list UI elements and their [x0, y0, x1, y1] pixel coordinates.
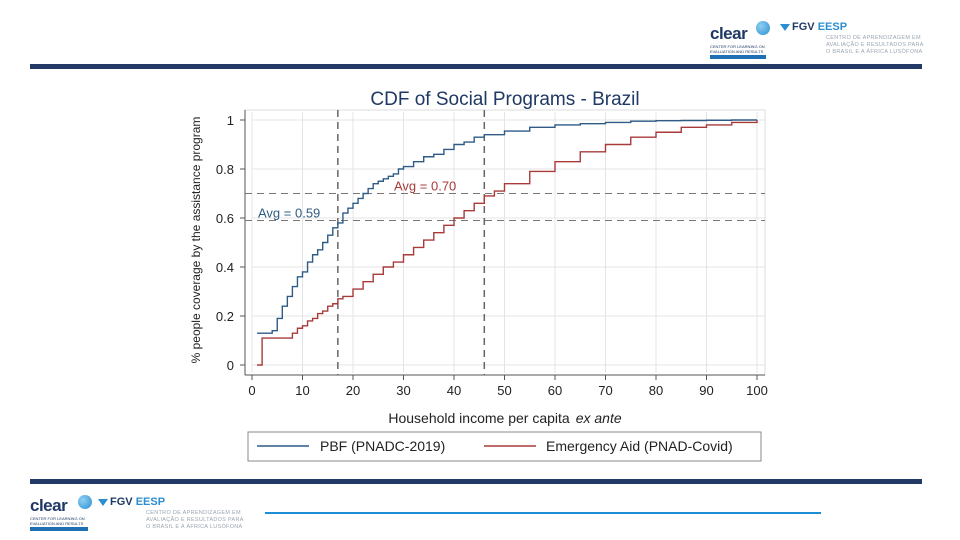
footer-globe-icon: [78, 495, 92, 509]
y-tick-label: 0.8: [216, 162, 234, 177]
x-tick-label: 70: [598, 383, 612, 398]
footer-eesp-text: EESP: [135, 496, 166, 508]
globe-icon: [756, 21, 770, 35]
centro-text: CENTRO DE APRENDIZAGEM EM AVALIAÇÃO E RE…: [826, 35, 924, 56]
footer-centro-line-1: CENTRO DE APRENDIZAGEM EM: [146, 510, 241, 516]
footer-centro-text: CENTRO DE APRENDIZAGEM EM AVALIAÇÃO E RE…: [146, 510, 244, 531]
fgv-eesp-logo: FGV EESP: [792, 21, 847, 33]
grid: [251, 112, 765, 373]
x-tick-label: 30: [396, 383, 410, 398]
x-tick-label: 40: [447, 383, 461, 398]
chart-title: CDF of Social Programs - Brazil: [370, 89, 639, 110]
series: [257, 119, 758, 366]
x-axis-label-italic: ex ante: [576, 410, 622, 426]
x-ticks: 0 10 20 30 40 50 60 70 80 90 100: [245, 374, 768, 398]
centro-line-3: O BRASIL E A ÁFRICA LUSÓFONA: [826, 49, 923, 55]
footer-centro-line-2: AVALIAÇÃO E RESULTADOS PARA: [146, 517, 244, 523]
clear-logo: clear CENTER FOR LEARNING ON EVALUATION …: [710, 24, 766, 59]
x-tick-label: 60: [548, 383, 562, 398]
pbf-series-line: [257, 119, 757, 334]
x-tick-label: 0: [248, 383, 255, 398]
fgv-text: FGV: [792, 21, 815, 33]
footer-accent-line: [265, 512, 821, 514]
y-tick-label: 0: [227, 358, 234, 373]
x-tick-label: 80: [649, 383, 663, 398]
footer-centro-line-3: O BRASIL E A ÁFRICA LUSÓFONA: [146, 524, 243, 530]
eesp-text: EESP: [817, 21, 848, 33]
clear-bar: [710, 55, 766, 59]
clear-logo-word: clear: [710, 24, 748, 43]
reference-labels: Avg = 0.59 Avg = 0.70: [258, 179, 456, 221]
footer-fgv-eesp-logo: FGV EESP: [110, 496, 165, 508]
footer-rule: [30, 479, 922, 484]
x-tick-label: 20: [346, 383, 360, 398]
centro-line-2: AVALIAÇÃO E RESULTADOS PARA: [826, 42, 924, 48]
x-tick-label: 50: [497, 383, 511, 398]
x-axis-label-main: Household income per capita: [388, 410, 570, 426]
footer-fgv-text: FGV: [110, 496, 133, 508]
legend-pbf-label: PBF (PNADC-2019): [320, 438, 445, 454]
y-tick-label: 0.4: [216, 260, 234, 275]
y-tick-label: 1: [227, 113, 234, 128]
header-rule: [30, 64, 922, 69]
y-ticks: 0 0.2 0.4 0.6 0.8 1: [216, 110, 246, 375]
footer-clear-word: clear: [30, 496, 68, 515]
footer-clear-logo: clear CENTER FOR LEARNING ON EVALUATION …: [30, 496, 88, 531]
reference-lines: [245, 110, 765, 375]
footer-fgv-chevron-icon: [98, 499, 108, 506]
centro-line-1: CENTRO DE APRENDIZAGEM EM: [826, 35, 921, 41]
x-axis-label: Household income per capita ex ante: [388, 410, 621, 426]
legend-aid-label: Emergency Aid (PNAD-Covid): [546, 438, 733, 454]
footer-clear-bar: [30, 527, 88, 531]
reference-label: Avg = 0.70: [394, 179, 456, 194]
y-tick-label: 0.2: [216, 309, 234, 324]
x-tick-label: 10: [295, 383, 309, 398]
clear-tagline: CENTER FOR LEARNING ON EVALUATION AND RE…: [710, 44, 765, 54]
emergency-aid-series-line: [257, 120, 758, 366]
x-tick-label: 100: [746, 383, 768, 398]
footer-clear-tagline: CENTER FOR LEARNING ON EVALUATION AND RE…: [30, 516, 85, 526]
x-tick-label: 90: [699, 383, 713, 398]
reference-label: Avg = 0.59: [258, 205, 320, 220]
fgv-chevron-icon: [780, 24, 790, 31]
y-axis-label: % people coverage by the assistance prog…: [189, 117, 203, 364]
y-tick-label: 0.6: [216, 211, 234, 226]
